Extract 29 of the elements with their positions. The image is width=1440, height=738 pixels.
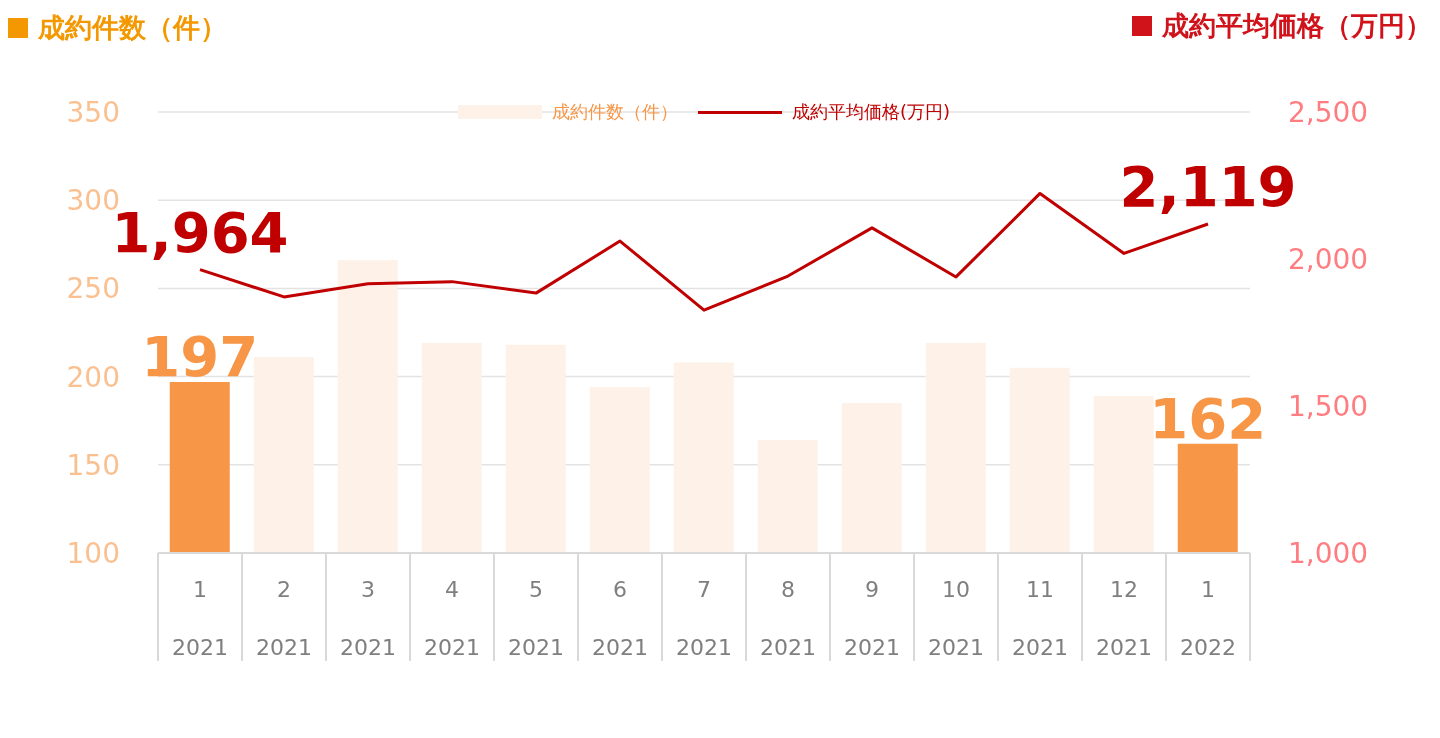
data-label: 2,119: [1119, 154, 1297, 220]
y-tick-label: 100: [66, 536, 120, 570]
category-label: 1 2021: [172, 577, 228, 660]
y-axis-title: 成約件数（件）: [38, 11, 227, 45]
data-label: 197: [141, 323, 259, 389]
category-label: 5 2021: [508, 577, 564, 660]
y2-tick-label: 2,500: [1288, 95, 1369, 129]
legend-label: 成約件数（件）: [551, 100, 678, 124]
category-label: 6 2021: [592, 577, 648, 660]
data-label: 162: [1149, 385, 1267, 451]
category-label: 12 2021: [1096, 577, 1152, 660]
category-label: 8 2021: [760, 577, 816, 660]
y-tick-label: 150: [66, 448, 120, 482]
y-tick-label: 200: [66, 360, 120, 394]
y2-tick-label: 1,000: [1288, 536, 1369, 570]
category-label: 3 2021: [340, 577, 396, 660]
category-label: 10 2021: [928, 577, 984, 660]
category-label: 4 2021: [424, 577, 480, 660]
y-tick-label: 350: [66, 95, 120, 129]
y2-tick-label: 1,500: [1288, 389, 1369, 423]
category-label: 11 2021: [1012, 577, 1068, 660]
legend-label: 成約平均価格(万円): [791, 100, 951, 124]
y2-axis-title: 成約平均価格（万円）: [1162, 9, 1432, 43]
y-tick-label: 250: [66, 272, 120, 306]
category-label: 7 2021: [676, 577, 732, 660]
category-label: 2 2021: [256, 577, 312, 660]
category-label: 9 2021: [844, 577, 900, 660]
y2-tick-label: 2,000: [1288, 242, 1369, 276]
category-label: 1 2022: [1180, 577, 1236, 660]
